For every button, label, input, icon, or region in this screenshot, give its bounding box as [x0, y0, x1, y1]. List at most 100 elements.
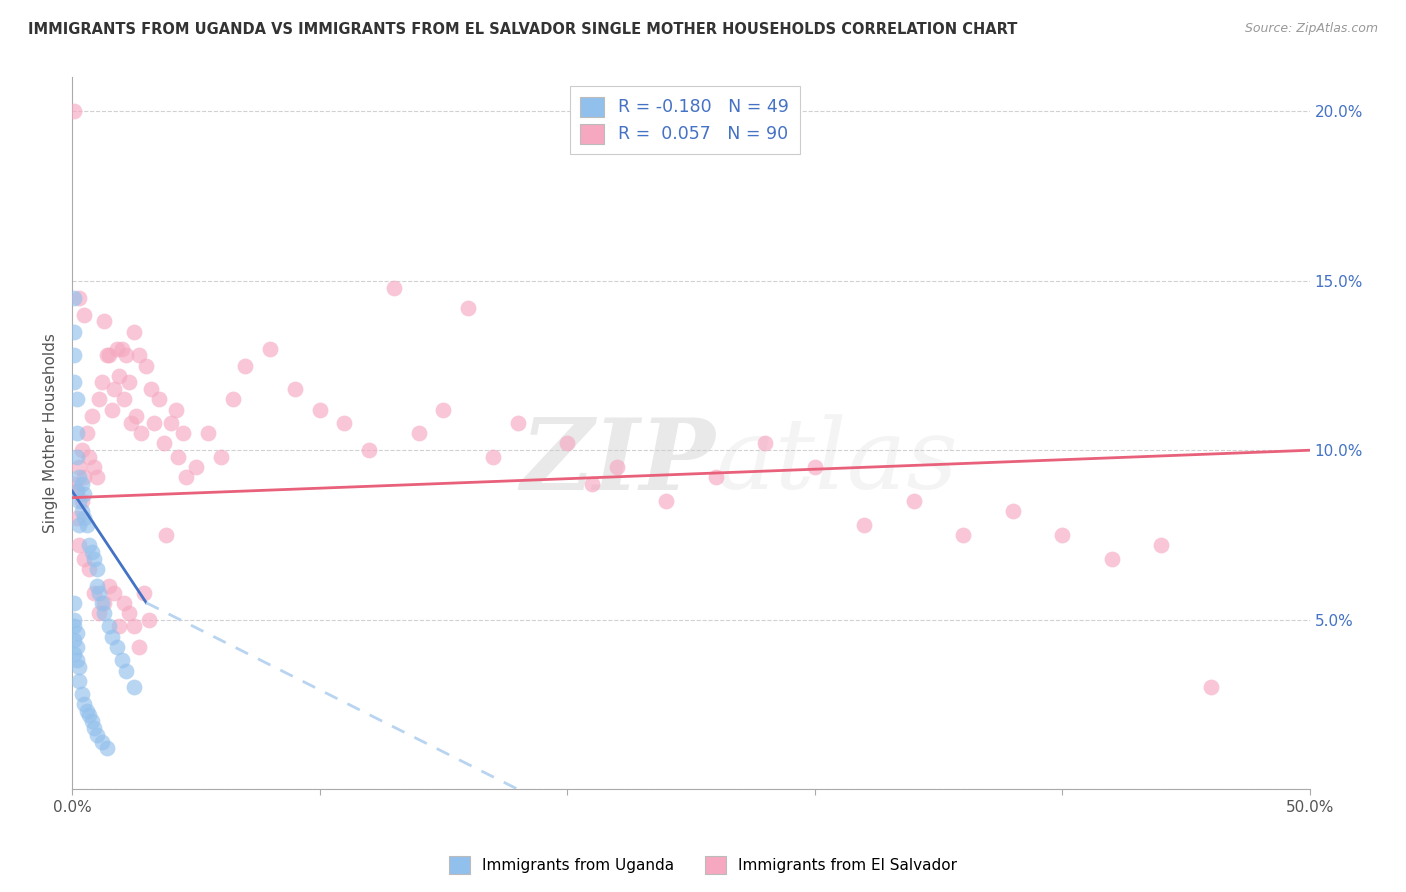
- Point: [89, 585, 111, 599]
- Point: [86, 728, 108, 742]
- Point: [165, 402, 187, 417]
- Point: [118, 376, 141, 390]
- Point: [482, 450, 505, 464]
- Point: [79, 450, 101, 464]
- Point: [122, 619, 145, 633]
- Point: [63, 104, 86, 119]
- Point: [103, 382, 125, 396]
- Point: [98, 348, 121, 362]
- Point: [1101, 551, 1123, 566]
- Point: [197, 426, 219, 441]
- Point: [155, 528, 177, 542]
- Point: [138, 613, 160, 627]
- Point: [110, 653, 132, 667]
- Point: [63, 477, 86, 491]
- Point: [606, 460, 628, 475]
- Point: [555, 436, 578, 450]
- Point: [457, 301, 479, 315]
- Point: [131, 426, 153, 441]
- Point: [83, 551, 105, 566]
- Point: [66, 392, 89, 407]
- Point: [128, 348, 150, 362]
- Point: [63, 633, 86, 648]
- Point: [76, 517, 98, 532]
- Point: [655, 494, 678, 508]
- Point: [152, 436, 174, 450]
- Point: [141, 382, 163, 396]
- Point: [112, 392, 135, 407]
- Point: [83, 460, 105, 475]
- Point: [76, 704, 98, 718]
- Point: [63, 596, 86, 610]
- Point: [108, 619, 131, 633]
- Point: [66, 483, 89, 498]
- Point: [103, 585, 125, 599]
- Point: [67, 673, 90, 688]
- Point: [704, 470, 727, 484]
- Point: [79, 707, 101, 722]
- Point: [96, 348, 118, 362]
- Point: [122, 325, 145, 339]
- Point: [105, 342, 128, 356]
- Point: [167, 450, 190, 464]
- Point: [98, 619, 121, 633]
- Point: [63, 613, 86, 627]
- Point: [115, 348, 138, 362]
- Point: [108, 368, 131, 383]
- Point: [432, 402, 454, 417]
- Point: [80, 545, 103, 559]
- Point: [122, 681, 145, 695]
- Point: [142, 416, 165, 430]
- Point: [98, 579, 121, 593]
- Point: [66, 653, 89, 667]
- Point: [83, 721, 105, 735]
- Point: [63, 619, 86, 633]
- Point: [408, 426, 430, 441]
- Point: [754, 436, 776, 450]
- Point: [90, 376, 112, 390]
- Point: [73, 511, 96, 525]
- Point: [66, 426, 89, 441]
- Point: [90, 734, 112, 748]
- Point: [89, 606, 111, 620]
- Point: [66, 640, 89, 654]
- Point: [67, 660, 90, 674]
- Point: [333, 416, 356, 430]
- Point: [233, 359, 256, 373]
- Point: [853, 517, 876, 532]
- Point: [222, 392, 245, 407]
- Point: [100, 630, 122, 644]
- Point: [90, 596, 112, 610]
- Point: [63, 647, 86, 661]
- Point: [89, 392, 111, 407]
- Point: [382, 280, 405, 294]
- Point: [67, 460, 90, 475]
- Text: IMMIGRANTS FROM UGANDA VS IMMIGRANTS FROM EL SALVADOR SINGLE MOTHER HOUSEHOLDS C: IMMIGRANTS FROM UGANDA VS IMMIGRANTS FRO…: [28, 22, 1018, 37]
- Point: [1001, 504, 1024, 518]
- Text: Source: ZipAtlas.com: Source: ZipAtlas.com: [1244, 22, 1378, 36]
- Point: [1050, 528, 1073, 542]
- Point: [67, 517, 90, 532]
- Point: [105, 640, 128, 654]
- Point: [357, 443, 380, 458]
- Point: [83, 585, 105, 599]
- Point: [86, 562, 108, 576]
- Point: [86, 470, 108, 484]
- Point: [135, 359, 157, 373]
- Point: [125, 409, 148, 424]
- Point: [284, 382, 307, 396]
- Point: [67, 470, 90, 484]
- Text: ZIP: ZIP: [520, 414, 716, 510]
- Point: [93, 606, 115, 620]
- Point: [63, 348, 86, 362]
- Point: [79, 538, 101, 552]
- Point: [803, 460, 825, 475]
- Point: [70, 443, 93, 458]
- Point: [70, 494, 93, 508]
- Point: [118, 606, 141, 620]
- Point: [73, 698, 96, 712]
- Point: [63, 325, 86, 339]
- Point: [66, 483, 89, 498]
- Point: [70, 477, 93, 491]
- Point: [73, 551, 96, 566]
